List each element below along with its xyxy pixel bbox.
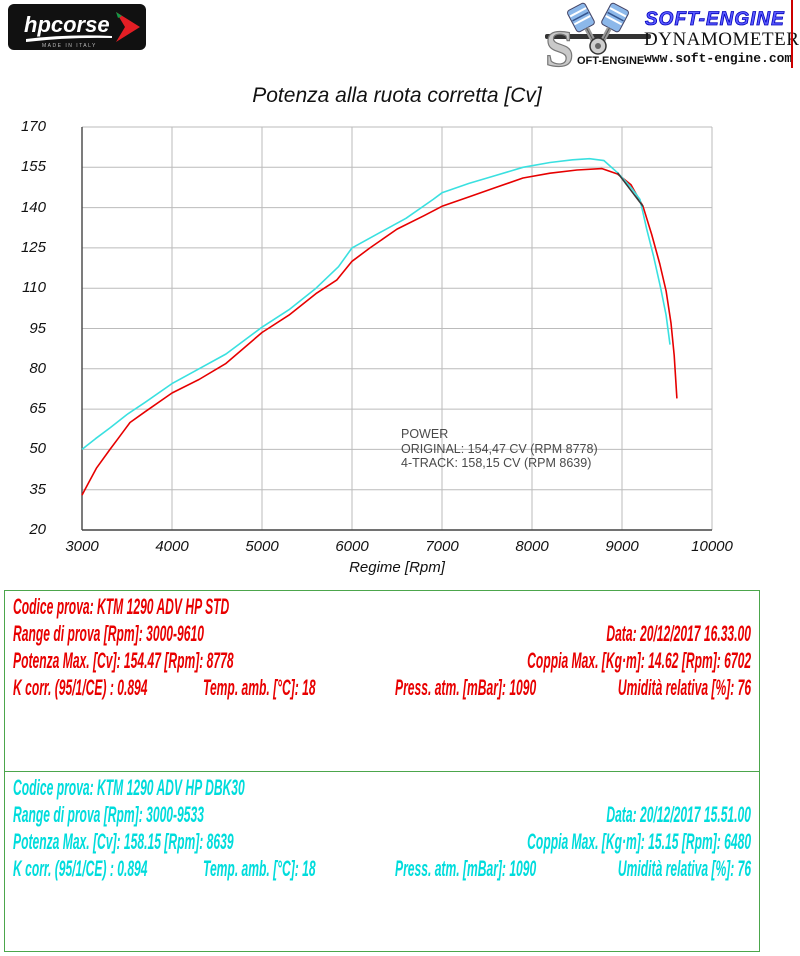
codice-prova-original: Codice prova: KTM 1290 ADV HP STD: [13, 594, 230, 619]
dynamometers-text: DYNAMOMETERS: [644, 29, 800, 50]
k-corr-original: K corr. (95/1/CE) : 0.894: [13, 675, 148, 700]
y-tick-label: 35: [29, 480, 46, 498]
annotation-line-4track: 4-TRACK: 158,15 CV (RPM 8639): [401, 456, 592, 470]
x-tick-label: 3000: [65, 538, 99, 555]
y-tick-label: 65: [29, 400, 46, 418]
data-ora-original: Data: 20/12/2017 16.33.00: [606, 621, 751, 646]
codice-prova-4track: Codice prova: KTM 1290 ADV HP DBK30: [13, 775, 245, 800]
test-result-box-4track: Codice prova: KTM 1290 ADV HP DBK30 Rang…: [4, 771, 760, 952]
press-atm-original: Press. atm. [mBar]: 1090: [395, 675, 537, 700]
hpcorse-made-in-italy: MADE IN ITALY: [42, 43, 97, 49]
coppia-max-original: Coppia Max. [Kg·m]: 14.62 [Rpm]: 6702: [527, 648, 751, 673]
y-tick-label: 80: [29, 359, 46, 377]
y-tick-label: 20: [29, 521, 46, 538]
press-atm-4track: Press. atm. [mBar]: 1090: [395, 856, 537, 881]
softengine-s-glyph: S: [545, 21, 574, 72]
softengine-url: www.soft-engine.com: [644, 51, 793, 66]
y-tick-label: 50: [29, 440, 46, 458]
y-tick-label: 110: [22, 279, 46, 297]
x-tick-label: 5000: [245, 538, 279, 555]
chart-title: Potenza alla ruota corretta [Cv]: [252, 84, 542, 107]
umidita-original: Umidità relativa [%]: 76: [617, 675, 751, 700]
x-tick-label: 8000: [515, 538, 549, 555]
temp-amb-4track: Temp. amb. [°C]: 18: [203, 856, 316, 881]
temp-amb-original: Temp. amb. [°C]: 18: [203, 675, 316, 700]
x-tick-label: 6000: [335, 538, 369, 555]
potenza-max-original: Potenza Max. [Cv]: 154.47 [Rpm]: 8778: [13, 648, 234, 673]
softengine-oftengine-text: OFT-ENGINE: [577, 55, 644, 67]
y-tick-label: 155: [20, 158, 46, 176]
four-track-power-curve: [81, 157, 671, 451]
curves-overlap-segment: [616, 172, 644, 207]
x-tick-label: 4000: [155, 538, 189, 555]
softengine-pistons-icon: S OFT-ENGINE: [544, 2, 651, 79]
hpcorse-arrow-green-detail: [116, 12, 122, 18]
x-tick-label: 9000: [605, 538, 639, 555]
umidita-4track: Umidità relativa [%]: 76: [617, 856, 751, 881]
softengine-name-text: SOFT-ENGINE: [645, 9, 785, 30]
y-tick-label: 140: [20, 198, 46, 216]
x-tick-label: 10000: [691, 538, 733, 555]
hpcorse-swoosh: [26, 35, 112, 42]
annotation-line-power: POWER: [401, 427, 449, 441]
red-accent-line: [791, 0, 793, 68]
hpcorse-brand-text: hpcorse: [24, 12, 110, 37]
softengine-logo: S OFT-ENGINE SOFT-ENGINE DYNAMOMETERS ww…: [543, 0, 800, 79]
k-corr-4track: K corr. (95/1/CE) : 0.894: [13, 856, 148, 881]
data-ora-4track: Data: 20/12/2017 15.51.00: [606, 802, 751, 827]
x-axis-title: Regime [Rpm]: [349, 559, 445, 576]
coppia-max-4track: Coppia Max. [Kg·m]: 15.15 [Rpm]: 6480: [527, 829, 751, 854]
range-prova-original: Range di prova [Rpm]: 3000-9610: [13, 621, 204, 646]
softengine-name-svg: SOFT-ENGINE: [645, 9, 785, 30]
annotation-line-original: ORIGINAL: 154,47 CV (RPM 8778): [401, 441, 598, 456]
potenza-max-4track: Potenza Max. [Cv]: 158.15 [Rpm]: 8639: [13, 829, 234, 854]
hpcorse-logo: hpcorse MADE IN ITALY: [8, 4, 146, 50]
hpcorse-arrow-icon: [116, 12, 140, 42]
y-tick-label: 125: [20, 238, 46, 256]
power-annotation: POWER ORIGINAL: 154,47 CV (RPM 8778) 4-T…: [401, 427, 598, 471]
range-prova-4track: Range di prova [Rpm]: 3000-9533: [13, 802, 204, 827]
x-tick-label: 7000: [425, 538, 459, 555]
y-tick-label: 170: [20, 118, 46, 135]
test-result-box-original: Codice prova: KTM 1290 ADV HP STD Range …: [4, 590, 760, 772]
y-tick-label: 95: [29, 319, 46, 337]
